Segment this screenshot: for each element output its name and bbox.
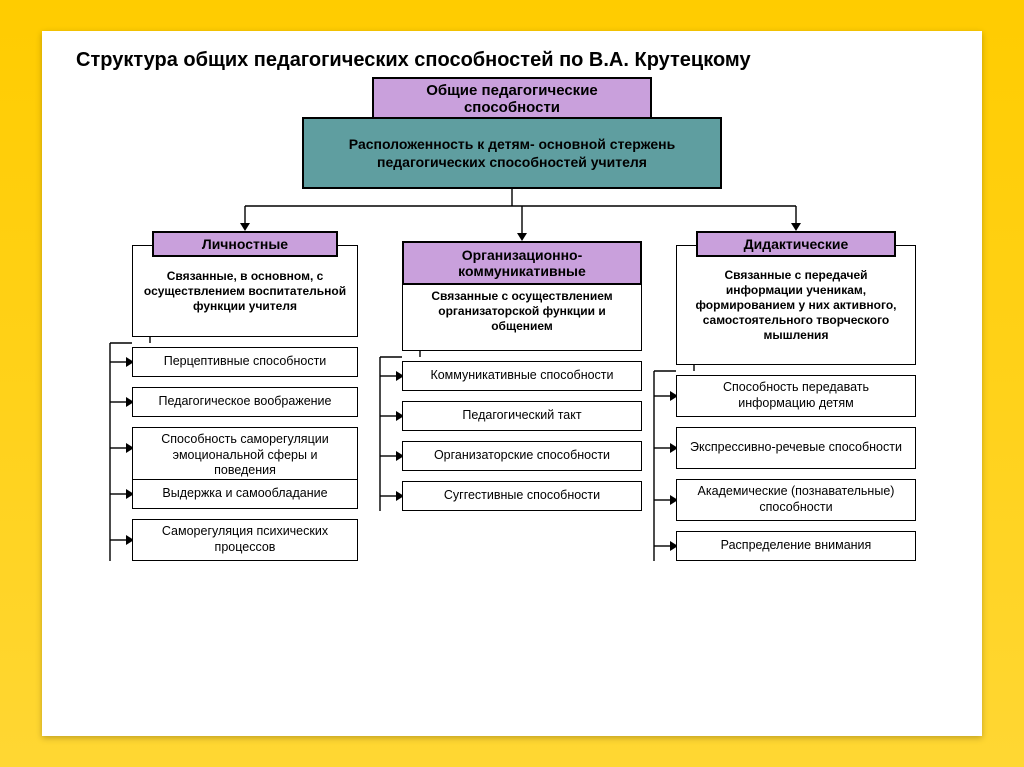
column-head: Личностные [152, 231, 338, 257]
column-item: Академические (познавательные) способнос… [676, 479, 916, 521]
column-item: Педагогический такт [402, 401, 642, 431]
column-item: Суггестивные способности [402, 481, 642, 511]
column-item: Способность передавать информацию детям [676, 375, 916, 417]
column-item: Выдержка и самообладание [132, 479, 358, 509]
column-item: Распределение внимания [676, 531, 916, 561]
column-item: Перцептивные способности [132, 347, 358, 377]
column-desc: Связанные, в основном, с осуществлением … [132, 245, 358, 337]
column-head: Дидактические [696, 231, 896, 257]
column-desc: Связанные с передачей информации ученика… [676, 245, 916, 365]
column-item: Способность саморегуляции эмоциональной … [132, 427, 358, 484]
slide: Структура общих педагогических способнос… [42, 31, 982, 736]
root-subtitle: Расположенность к детям- основной стерже… [302, 117, 722, 189]
slide-title: Структура общих педагогических способнос… [76, 49, 954, 72]
column-head: Организационно-коммуникативные [402, 241, 642, 285]
column-item: Организаторские способности [402, 441, 642, 471]
column-item: Саморегуляция психических процессов [132, 519, 358, 561]
column-item: Коммуникативные способности [402, 361, 642, 391]
root-head: Общие педагогические способности [372, 77, 652, 121]
column-item: Экспрессивно-речевые способности [676, 427, 916, 469]
column-item: Педагогическое воображение [132, 387, 358, 417]
